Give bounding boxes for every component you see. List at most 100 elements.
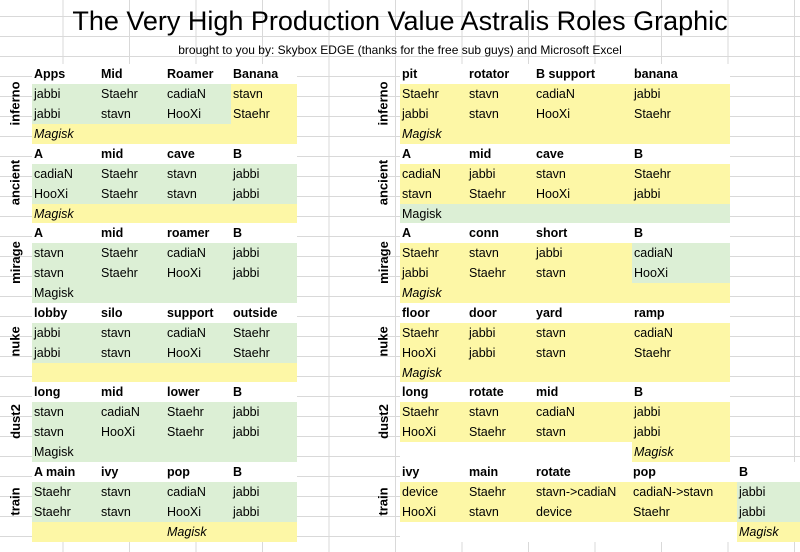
cell[interactable]: Banana xyxy=(231,64,297,84)
cell[interactable]: stavn xyxy=(534,163,632,184)
cell[interactable]: jabbi xyxy=(534,243,632,264)
cell[interactable]: stavn xyxy=(99,342,165,363)
cell[interactable]: stavn xyxy=(165,163,231,184)
coach-cell[interactable]: Magisk xyxy=(400,362,467,383)
cell[interactable]: rotator xyxy=(467,64,534,84)
cell[interactable]: stavn xyxy=(534,422,632,443)
cell[interactable]: jabbi xyxy=(737,502,800,522)
cell[interactable]: cadiaN xyxy=(165,243,231,264)
cell[interactable]: Staehr xyxy=(400,322,467,343)
cell[interactable] xyxy=(632,283,730,304)
cell[interactable]: jabbi xyxy=(400,104,467,124)
cell[interactable]: cadiaN xyxy=(99,402,165,423)
cell[interactable]: Staehr xyxy=(99,183,165,204)
cell[interactable]: Staehr xyxy=(632,342,730,363)
cell[interactable]: HooXi xyxy=(32,183,99,204)
cell[interactable]: stavn xyxy=(99,104,165,124)
cell[interactable]: stavn xyxy=(99,502,165,522)
cell[interactable]: HooXi xyxy=(165,342,231,363)
cell[interactable]: HooXi xyxy=(534,183,632,204)
cell[interactable]: mid xyxy=(534,382,632,403)
cell[interactable]: main xyxy=(467,462,534,482)
cell[interactable]: Staehr xyxy=(165,422,231,443)
cell[interactable]: Staehr xyxy=(400,243,467,264)
cell[interactable]: ivy xyxy=(99,462,165,482)
cell[interactable]: conn xyxy=(467,223,534,244)
cell[interactable] xyxy=(632,203,730,224)
cell[interactable]: jabbi xyxy=(400,263,467,284)
coach-cell[interactable]: Magisk xyxy=(32,124,99,144)
cell[interactable]: cadiaN->stavn xyxy=(631,482,737,502)
cell[interactable]: cadiaN xyxy=(32,163,99,184)
cell[interactable] xyxy=(467,203,534,224)
cell[interactable]: B support xyxy=(534,64,632,84)
cell[interactable]: Staehr xyxy=(231,322,297,343)
cell[interactable]: jabbi xyxy=(32,322,99,343)
cell[interactable] xyxy=(231,522,297,542)
cell[interactable]: HooXi xyxy=(632,263,730,284)
cell[interactable] xyxy=(231,362,297,383)
cell[interactable] xyxy=(632,362,730,383)
cell[interactable]: HooXi xyxy=(165,104,231,124)
cell[interactable] xyxy=(534,203,632,224)
cell[interactable] xyxy=(467,442,534,463)
cell[interactable] xyxy=(165,442,231,463)
cell[interactable]: stavn xyxy=(534,342,632,363)
cell[interactable]: device xyxy=(534,502,631,522)
cell[interactable]: pop xyxy=(165,462,231,482)
cell[interactable]: HooXi xyxy=(534,104,632,124)
cell[interactable]: support xyxy=(165,302,231,323)
cell[interactable] xyxy=(632,124,730,144)
cell[interactable] xyxy=(231,442,297,463)
cell[interactable]: cadiaN xyxy=(534,402,632,423)
cell[interactable]: Staehr xyxy=(400,84,467,104)
cell[interactable] xyxy=(467,283,534,304)
cell[interactable] xyxy=(99,522,165,542)
cell[interactable]: HooXi xyxy=(165,263,231,284)
cell[interactable]: Staehr xyxy=(231,104,297,124)
cell[interactable]: stavn xyxy=(534,263,632,284)
cell[interactable]: B xyxy=(231,143,297,164)
cell[interactable]: A main xyxy=(32,462,99,482)
cell[interactable]: jabbi xyxy=(632,422,730,443)
cell[interactable]: jabbi xyxy=(32,342,99,363)
cell[interactable]: jabbi xyxy=(632,84,730,104)
cell[interactable] xyxy=(631,522,737,542)
cell[interactable]: Staehr xyxy=(99,84,165,104)
cell[interactable] xyxy=(99,203,165,224)
cell[interactable] xyxy=(165,362,231,383)
cell[interactable]: mid xyxy=(99,143,165,164)
cell[interactable]: cadiaN xyxy=(400,163,467,184)
cell[interactable]: mid xyxy=(99,223,165,244)
cell[interactable]: floor xyxy=(400,302,467,323)
cell[interactable]: jabbi xyxy=(467,342,534,363)
cell[interactable]: jabbi xyxy=(32,104,99,124)
cell[interactable]: ivy xyxy=(400,462,467,482)
cell[interactable]: cadiaN xyxy=(534,84,632,104)
cell[interactable] xyxy=(32,522,99,542)
cell[interactable]: jabbi xyxy=(231,502,297,522)
cell[interactable]: Staehr xyxy=(467,422,534,443)
cell[interactable]: B xyxy=(231,462,297,482)
cell[interactable]: HooXi xyxy=(400,502,467,522)
cell[interactable]: stavn xyxy=(165,183,231,204)
cell[interactable] xyxy=(467,362,534,383)
cell[interactable]: long xyxy=(400,382,467,403)
cell[interactable]: stavn xyxy=(467,243,534,264)
cell[interactable] xyxy=(231,124,297,144)
coach-cell[interactable]: Magisk xyxy=(400,283,467,304)
coach-cell[interactable]: Magisk xyxy=(32,203,99,224)
cell[interactable]: short xyxy=(534,223,632,244)
cell[interactable]: rotate xyxy=(534,462,631,482)
cell[interactable]: cadiaN xyxy=(165,84,231,104)
cell[interactable]: ramp xyxy=(632,302,730,323)
cell[interactable]: lower xyxy=(165,382,231,403)
cell[interactable]: B xyxy=(737,462,800,482)
cell[interactable]: Apps xyxy=(32,64,99,84)
coach-cell[interactable] xyxy=(32,362,99,383)
cell[interactable]: stavn xyxy=(99,322,165,343)
cell[interactable]: cadiaN xyxy=(632,243,730,264)
cell[interactable] xyxy=(400,522,467,542)
cell[interactable] xyxy=(534,522,631,542)
cell[interactable]: roamer xyxy=(165,223,231,244)
